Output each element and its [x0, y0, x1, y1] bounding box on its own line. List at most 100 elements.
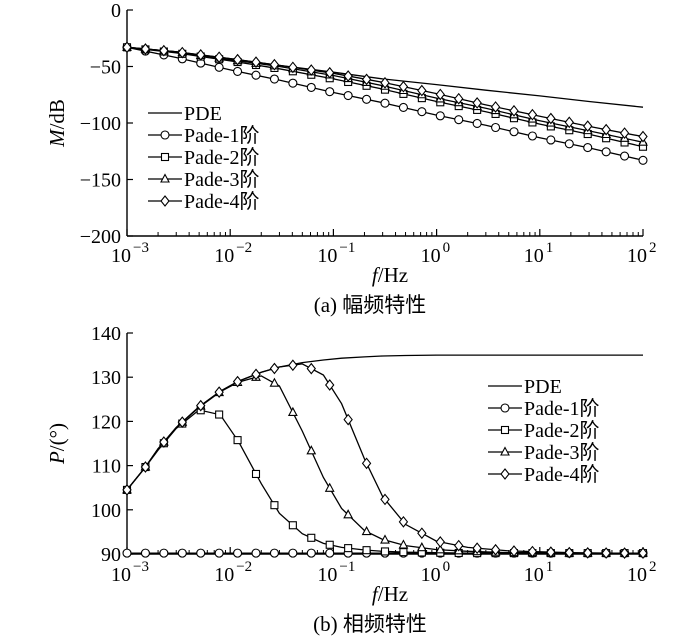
- series-marker: [306, 445, 317, 455]
- series-marker: [398, 80, 409, 93]
- series-marker: [325, 540, 334, 549]
- legend-label: Pade-4阶: [524, 463, 600, 486]
- series-marker: [361, 457, 372, 470]
- series-marker: [491, 122, 501, 133]
- series-marker: [435, 544, 446, 554]
- legend-label: Pade-3阶: [524, 441, 600, 464]
- x-tick-exponent: −2: [236, 559, 252, 575]
- series-marker: [196, 49, 206, 61]
- y-tick-label: 110: [92, 456, 121, 478]
- series-marker: [287, 406, 298, 417]
- legend-label: Pade-2阶: [524, 419, 600, 442]
- series-marker: [509, 545, 519, 557]
- series-marker: [564, 116, 574, 129]
- series-marker: [215, 410, 224, 419]
- legend-marker: [500, 425, 510, 435]
- series-marker: [343, 90, 353, 101]
- series-Pade-4阶: [122, 41, 648, 143]
- series-marker: [398, 539, 409, 549]
- x-tick-exponent: −3: [133, 240, 149, 256]
- figure-caption: (a) 幅频特性: [314, 293, 427, 317]
- series-marker: [269, 58, 280, 71]
- series-marker: [380, 76, 390, 89]
- y-tick-label: 90: [101, 544, 121, 566]
- x-tick-label: 10: [111, 564, 131, 586]
- series-marker: [546, 546, 556, 558]
- series-marker: [435, 111, 445, 121]
- x-tick-exponent: 1: [546, 240, 554, 256]
- series-marker: [601, 547, 611, 559]
- series-marker: [380, 493, 390, 506]
- y-tick-label: 140: [91, 323, 121, 345]
- series-marker: [454, 115, 464, 125]
- y-axis-label: P/(°): [45, 423, 69, 465]
- series-marker: [122, 41, 132, 54]
- legend-label: PDE: [184, 103, 222, 125]
- series-marker: [233, 66, 243, 76]
- series-marker: [620, 151, 630, 161]
- series-marker: [564, 139, 574, 149]
- x-tick-exponent: 2: [649, 240, 657, 256]
- legend-marker: [500, 403, 510, 413]
- series-marker: [177, 46, 187, 59]
- series-marker: [490, 101, 501, 113]
- legend-marker: [500, 468, 510, 480]
- series-marker: [564, 546, 574, 559]
- series-marker: [417, 527, 427, 540]
- series-marker: [288, 78, 298, 88]
- y-tick-label: −50: [90, 57, 121, 79]
- series-marker: [546, 135, 556, 145]
- series-marker: [380, 534, 390, 544]
- series-marker: [638, 130, 648, 143]
- x-tick-label: 10: [317, 564, 337, 586]
- series-marker: [472, 542, 482, 555]
- series-marker: [380, 547, 390, 556]
- legend-marker: [500, 446, 510, 456]
- x-tick-label: 10: [214, 245, 234, 267]
- series-marker: [361, 73, 372, 86]
- series-marker: [214, 51, 224, 64]
- series-marker: [325, 66, 335, 79]
- series-marker: [233, 436, 242, 445]
- series-marker: [362, 94, 372, 104]
- x-tick-exponent: 0: [443, 559, 451, 575]
- x-tick-exponent: −2: [236, 240, 252, 256]
- series-marker: [270, 501, 279, 510]
- series-marker: [307, 533, 316, 542]
- x-axis-label: f/Hz: [372, 263, 408, 287]
- x-tick-label: 10: [524, 564, 544, 586]
- series-marker: [214, 62, 224, 72]
- legend-marker: [160, 195, 170, 207]
- x-tick-label: 10: [421, 245, 441, 267]
- series-marker: [527, 545, 538, 558]
- x-tick-exponent: −3: [133, 559, 149, 575]
- legend-label: Pade-3阶: [184, 168, 260, 191]
- series-marker: [251, 56, 261, 69]
- legend-marker: [160, 173, 170, 183]
- legend-label: Pade-4阶: [184, 190, 260, 213]
- x-axis-label: f/Hz: [372, 582, 408, 606]
- y-tick-label: −100: [80, 113, 121, 135]
- y-tick-label: −200: [80, 226, 121, 248]
- x-tick-label: 10: [317, 245, 337, 267]
- series-line: [126, 363, 643, 554]
- y-tick-label: 0: [111, 0, 121, 22]
- x-tick-label: 10: [627, 245, 647, 267]
- legend-label: Pade-1阶: [524, 397, 600, 420]
- x-tick-label: 10: [214, 564, 234, 586]
- series-marker: [490, 543, 501, 556]
- series-marker: [601, 123, 611, 136]
- series-marker: [196, 548, 206, 558]
- series-marker: [324, 482, 335, 492]
- series-marker: [251, 548, 261, 558]
- series-marker: [306, 64, 316, 76]
- series-marker: [288, 61, 298, 74]
- series-marker: [251, 469, 261, 479]
- series-marker: [619, 547, 630, 559]
- series-marker: [177, 548, 187, 558]
- x-tick-exponent: −1: [339, 559, 355, 575]
- series-marker: [177, 416, 187, 428]
- y-tick-label: 120: [91, 411, 121, 433]
